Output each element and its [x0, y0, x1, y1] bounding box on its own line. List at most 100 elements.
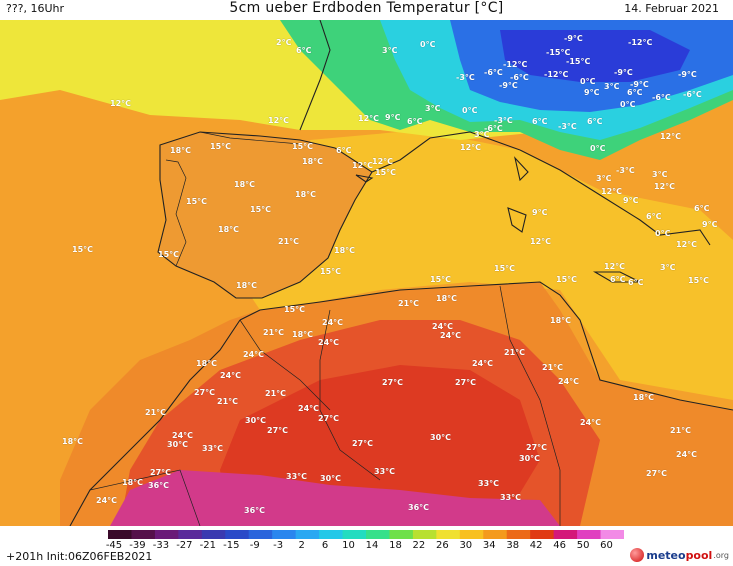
- temperature-label: 24°C: [580, 418, 602, 427]
- forecast-day-label: ???, 16Uhr: [6, 2, 65, 15]
- country-borders: [89, 131, 561, 526]
- coastlines: [69, 20, 733, 526]
- color-scale-swatch: [459, 530, 484, 539]
- temperature-label: 15°C: [494, 264, 516, 273]
- temperature-label: 12°C: [604, 262, 626, 271]
- temperature-label: 18°C: [334, 246, 356, 255]
- color-scale-tick: 2: [298, 540, 305, 551]
- color-scale-tick: -3: [273, 540, 284, 551]
- temperature-label: 24°C: [472, 359, 494, 368]
- color-scale-tick: -27: [176, 540, 193, 551]
- temperature-label: 21°C: [278, 237, 300, 246]
- map-title: 5cm ueber Erdboden Temperatur [°C]: [229, 0, 504, 16]
- temperature-label: 21°C: [265, 389, 287, 398]
- temperature-label: 9°C: [702, 220, 718, 229]
- temperature-label: -12°C: [628, 38, 653, 47]
- logo-text-meteo: meteo: [646, 548, 686, 562]
- temperature-label: -3°C: [616, 166, 635, 175]
- temperature-label: 18°C: [292, 330, 314, 339]
- color-scale-swatch: [600, 530, 624, 539]
- temperature-label: 12°C: [110, 99, 132, 108]
- color-scale-swatch: [577, 530, 602, 539]
- temperature-label: 24°C: [172, 431, 194, 440]
- temperature-label: 30°C: [430, 433, 452, 442]
- color-scale-swatch: [389, 530, 414, 539]
- temperature-label: 27°C: [382, 378, 404, 387]
- color-scale-tick: 42: [529, 540, 543, 551]
- color-scale-swatch: [225, 530, 250, 539]
- temperature-label: 36°C: [244, 506, 266, 515]
- temperature-label: 15°C: [556, 275, 578, 284]
- temperature-label: 6°C: [336, 146, 352, 155]
- temperature-label: -9°C: [564, 34, 583, 43]
- color-scale-swatch: [131, 530, 156, 539]
- color-scale-tick: -15: [223, 540, 240, 551]
- temperature-label: 24°C: [676, 450, 698, 459]
- color-scale-tick: 60: [600, 540, 613, 551]
- temperature-label: 6°C: [646, 212, 662, 221]
- temperature-label: 24°C: [322, 318, 344, 327]
- temperature-label: 33°C: [202, 444, 224, 453]
- color-scale-swatch: [248, 530, 273, 539]
- temperature-label: 0°C: [462, 106, 478, 115]
- temperature-label: 12°C: [358, 114, 380, 123]
- temperature-label: -12°C: [503, 60, 528, 69]
- temperature-label: 12°C: [601, 187, 623, 196]
- map-header: ???, 16Uhr 5cm ueber Erdboden Temperatur…: [0, 0, 733, 20]
- temperature-label: 12°C: [372, 157, 394, 166]
- color-scale-swatch: [553, 530, 578, 539]
- temperature-label: 12°C: [352, 161, 374, 170]
- color-scale-swatch: [412, 530, 437, 539]
- temperature-label: 6°C: [296, 46, 312, 55]
- temperature-label: 12°C: [676, 240, 698, 249]
- temperature-label: 18°C: [295, 190, 317, 199]
- temperature-label: 21°C: [145, 408, 167, 417]
- iberia-region: [158, 132, 372, 298]
- temperature-label: 12°C: [268, 116, 290, 125]
- temperature-label: -3°C: [494, 116, 513, 125]
- temperature-label: 9°C: [584, 88, 600, 97]
- temperature-label: 21°C: [217, 397, 239, 406]
- temperature-label: 33°C: [286, 472, 308, 481]
- temperature-label: 12°C: [460, 143, 482, 152]
- color-scale-swatch: [295, 530, 320, 539]
- forecast-date: 14. Februar 2021: [624, 2, 719, 15]
- temperature-label: 3°C: [425, 104, 441, 113]
- temperature-label: -9°C: [630, 80, 649, 89]
- temperature-label: 30°C: [167, 440, 189, 449]
- temperature-label: 15°C: [186, 197, 208, 206]
- temperature-label: 18°C: [236, 281, 258, 290]
- meteopool-logo[interactable]: meteo pool .org: [630, 546, 729, 564]
- temperature-label: 6°C: [610, 275, 626, 284]
- color-scale-tick: 6: [321, 540, 329, 551]
- temperature-label: 0°C: [580, 77, 596, 86]
- temperature-label: 36°C: [148, 481, 170, 490]
- temperature-label: -6°C: [484, 124, 503, 133]
- mediterranean-region: [240, 130, 733, 400]
- temperature-label: 6°C: [407, 117, 423, 126]
- temperature-label: 6°C: [532, 117, 548, 126]
- temperature-label: 27°C: [318, 414, 340, 423]
- color-scale-tick: 46: [553, 540, 566, 551]
- temperature-label: 27°C: [267, 426, 289, 435]
- color-scale-bar: [108, 530, 624, 539]
- temperature-label: 30°C: [245, 416, 267, 425]
- color-scale-swatch: [319, 530, 344, 539]
- temperature-map[interactable]: 2°C 6°C 3°C 0°C -9°C -12°C -15°C -15°C -12°C -12°…: [0, 20, 733, 526]
- temperature-label: 0°C: [620, 100, 636, 109]
- color-scale-tick: 18: [389, 540, 402, 551]
- color-scale-swatch: [272, 530, 297, 539]
- temperature-label: 15°C: [210, 142, 232, 151]
- temperature-label: -12°C: [544, 70, 569, 79]
- temperature-label: 18°C: [196, 359, 218, 368]
- color-scale-swatch: [436, 530, 461, 539]
- temperature-label: 15°C: [320, 267, 342, 276]
- temperature-label: 24°C: [558, 377, 580, 386]
- temperature-label: 27°C: [150, 468, 172, 477]
- temperature-label: -3°C: [456, 73, 475, 82]
- temperature-label: 27°C: [646, 469, 668, 478]
- temperature-label: -9°C: [678, 70, 697, 79]
- temperature-label: 12°C: [654, 182, 676, 191]
- central-europe-frost-region: [500, 30, 690, 82]
- temperature-label: 18°C: [633, 393, 655, 402]
